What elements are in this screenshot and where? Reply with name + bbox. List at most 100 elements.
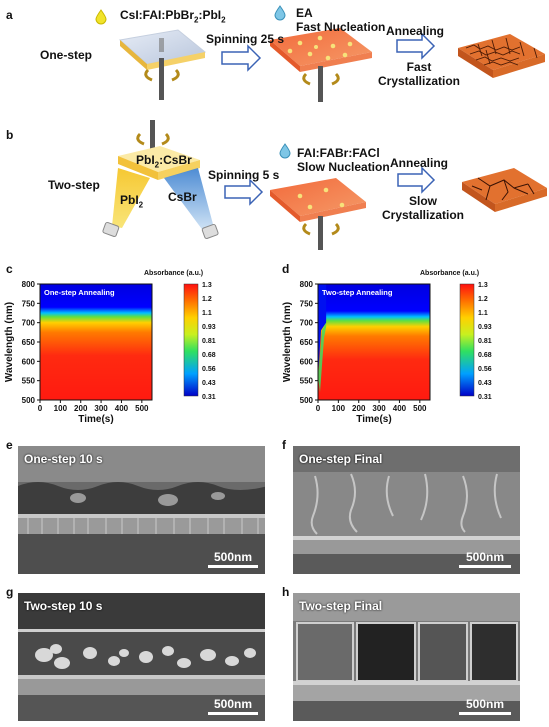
sem-image-e: One-step 10 s 500nm bbox=[18, 446, 265, 574]
colorbar-tick-label: 0.93 bbox=[202, 324, 216, 331]
y-tick-label: 500 bbox=[22, 396, 36, 405]
heatmap-charts: One-step Annealing 500 550 600 650 700 750 800 0… bbox=[4, 270, 492, 425]
y-tick-label: 800 bbox=[300, 280, 314, 289]
two-step-cryst-label: Slow Crystallization bbox=[381, 194, 465, 222]
x-tick-label: 0 bbox=[38, 404, 43, 413]
scale-bar-g: 500nm bbox=[208, 697, 258, 715]
heatmap-title-1: One-step Annealing bbox=[44, 288, 115, 297]
one-step-cryst-label: Fast Crystallization bbox=[377, 60, 461, 88]
two-step-anneal-label: Annealing bbox=[390, 156, 449, 170]
x-tick-label: 500 bbox=[135, 404, 149, 413]
droplet-icon bbox=[95, 9, 107, 25]
y-tick-label: 500 bbox=[300, 396, 314, 405]
sem-title-h: Two-step Final bbox=[299, 599, 383, 613]
slow-nucleation-substrate bbox=[270, 178, 366, 250]
droplet-icon bbox=[274, 5, 286, 21]
arrow-icon bbox=[224, 178, 264, 206]
panel-letter-c: c bbox=[6, 262, 13, 276]
x-tick-label: 500 bbox=[413, 404, 427, 413]
y-tick-label: 700 bbox=[22, 319, 36, 328]
one-step-spin-label: Spinning 25 s bbox=[206, 32, 285, 46]
x-tick-label: 100 bbox=[54, 404, 68, 413]
one-step-anneal-label: Annealing bbox=[386, 24, 445, 38]
colorbar-tick-label: 0.43 bbox=[202, 380, 216, 387]
panel-letter-f: f bbox=[282, 438, 286, 452]
panel-letter-g: g bbox=[6, 585, 14, 599]
colorbar-tick-label: 0.31 bbox=[202, 394, 216, 401]
fast-nucleation-substrate bbox=[270, 28, 372, 102]
one-step-precursor: CsI:FAI:PbBr2:PbI2 bbox=[120, 8, 226, 25]
panel-letter-e: e bbox=[6, 438, 13, 452]
y-tick-label: 600 bbox=[22, 357, 36, 366]
source-csbr-label: CsBr bbox=[168, 190, 197, 204]
colorbar-tick-label: 0.43 bbox=[478, 380, 492, 387]
colorbar-label: Absorbance (a.u.) bbox=[144, 270, 203, 277]
y-axis-label: Wavelength (nm) bbox=[282, 302, 293, 382]
fast-nucleation-label: Fast Nucleation bbox=[296, 20, 386, 34]
sem-title-e: One-step 10 s bbox=[24, 452, 103, 466]
one-step-substrate bbox=[118, 29, 207, 100]
cracked-film-one-step bbox=[458, 34, 545, 78]
y-axis-label: Wavelength (nm) bbox=[4, 302, 15, 382]
sem-image-g: Two-step 10 s 500nm bbox=[18, 593, 265, 721]
heatmap-title-2: Two-step Annealing bbox=[322, 288, 393, 297]
y-tick-label: 800 bbox=[22, 280, 36, 289]
y-tick-label: 650 bbox=[300, 338, 314, 347]
two-step-solution-label: FAI:FABr:FACl bbox=[297, 146, 380, 160]
heatmap-area-1 bbox=[40, 284, 152, 400]
colorbar-tick-label: 0.56 bbox=[202, 366, 216, 373]
colorbar-tick-label: 1.3 bbox=[202, 282, 212, 289]
arrow-icon bbox=[396, 32, 436, 60]
x-tick-label: 300 bbox=[94, 404, 108, 413]
y-tick-label: 550 bbox=[300, 377, 314, 386]
arrow-icon bbox=[221, 44, 262, 72]
slow-nucleation-label: Slow Nucleation bbox=[297, 160, 390, 174]
y-tick-label: 700 bbox=[300, 319, 314, 328]
scale-bar-h: 500nm bbox=[459, 697, 511, 715]
colorbar-tick-label: 1.3 bbox=[478, 282, 488, 289]
two-step-spin-label: Spinning 5 s bbox=[208, 168, 280, 182]
colorbar-tick-label: 1.2 bbox=[478, 296, 488, 303]
one-step-label: One-step bbox=[40, 48, 93, 62]
y-tick-label: 750 bbox=[300, 299, 314, 308]
substrate-label: PbI2:CsBr bbox=[136, 153, 192, 170]
colorbar-tick-label: 1.1 bbox=[202, 310, 212, 317]
colorbar-tick-label: 0.56 bbox=[478, 366, 492, 373]
sem-image-h: Two-step Final 500nm bbox=[293, 593, 520, 721]
scale-bar-f: 500nm bbox=[459, 550, 511, 568]
x-tick-label: 400 bbox=[393, 404, 407, 413]
colorbar-tick-label: 0.93 bbox=[478, 324, 492, 331]
panel-letter-b: b bbox=[6, 128, 14, 142]
colorbar bbox=[459, 283, 475, 397]
colorbar bbox=[183, 283, 199, 397]
source-pbi2-label: PbI2 bbox=[120, 193, 144, 210]
x-axis-label: Time(s) bbox=[78, 414, 113, 425]
early-edge-band bbox=[318, 322, 327, 393]
two-step-label: Two-step bbox=[48, 178, 100, 192]
x-tick-label: 200 bbox=[352, 404, 366, 413]
panel-letter-d: d bbox=[282, 262, 290, 276]
colorbar-tick-label: 1.1 bbox=[478, 310, 488, 317]
x-axis-label: Time(s) bbox=[356, 414, 391, 425]
x-tick-label: 300 bbox=[372, 404, 386, 413]
droplet-icon bbox=[279, 143, 291, 159]
x-tick-label: 200 bbox=[74, 404, 88, 413]
colorbar-tick-label: 0.68 bbox=[478, 352, 492, 359]
panel-letter-h: h bbox=[282, 585, 290, 599]
colorbar-tick-label: 0.81 bbox=[478, 338, 492, 345]
y-tick-label: 600 bbox=[300, 357, 314, 366]
x-tick-label: 0 bbox=[316, 404, 321, 413]
sem-image-f: One-step Final 500nm bbox=[293, 446, 520, 574]
y-tick-label: 550 bbox=[22, 377, 36, 386]
colorbar-tick-label: 0.68 bbox=[202, 352, 216, 359]
x-tick-label: 400 bbox=[115, 404, 129, 413]
sem-title-g: Two-step 10 s bbox=[24, 599, 103, 613]
schematic-svg bbox=[95, 5, 547, 250]
grain-film-two-step bbox=[462, 168, 547, 212]
colorbar-tick-label: 0.31 bbox=[478, 394, 492, 401]
antisolvent-label: EA bbox=[296, 6, 313, 20]
heatmap-area-2 bbox=[318, 284, 430, 400]
scale-bar-e: 500nm bbox=[208, 550, 258, 568]
two-step-substrate bbox=[102, 120, 219, 239]
colorbar-tick-label: 0.81 bbox=[202, 338, 216, 345]
